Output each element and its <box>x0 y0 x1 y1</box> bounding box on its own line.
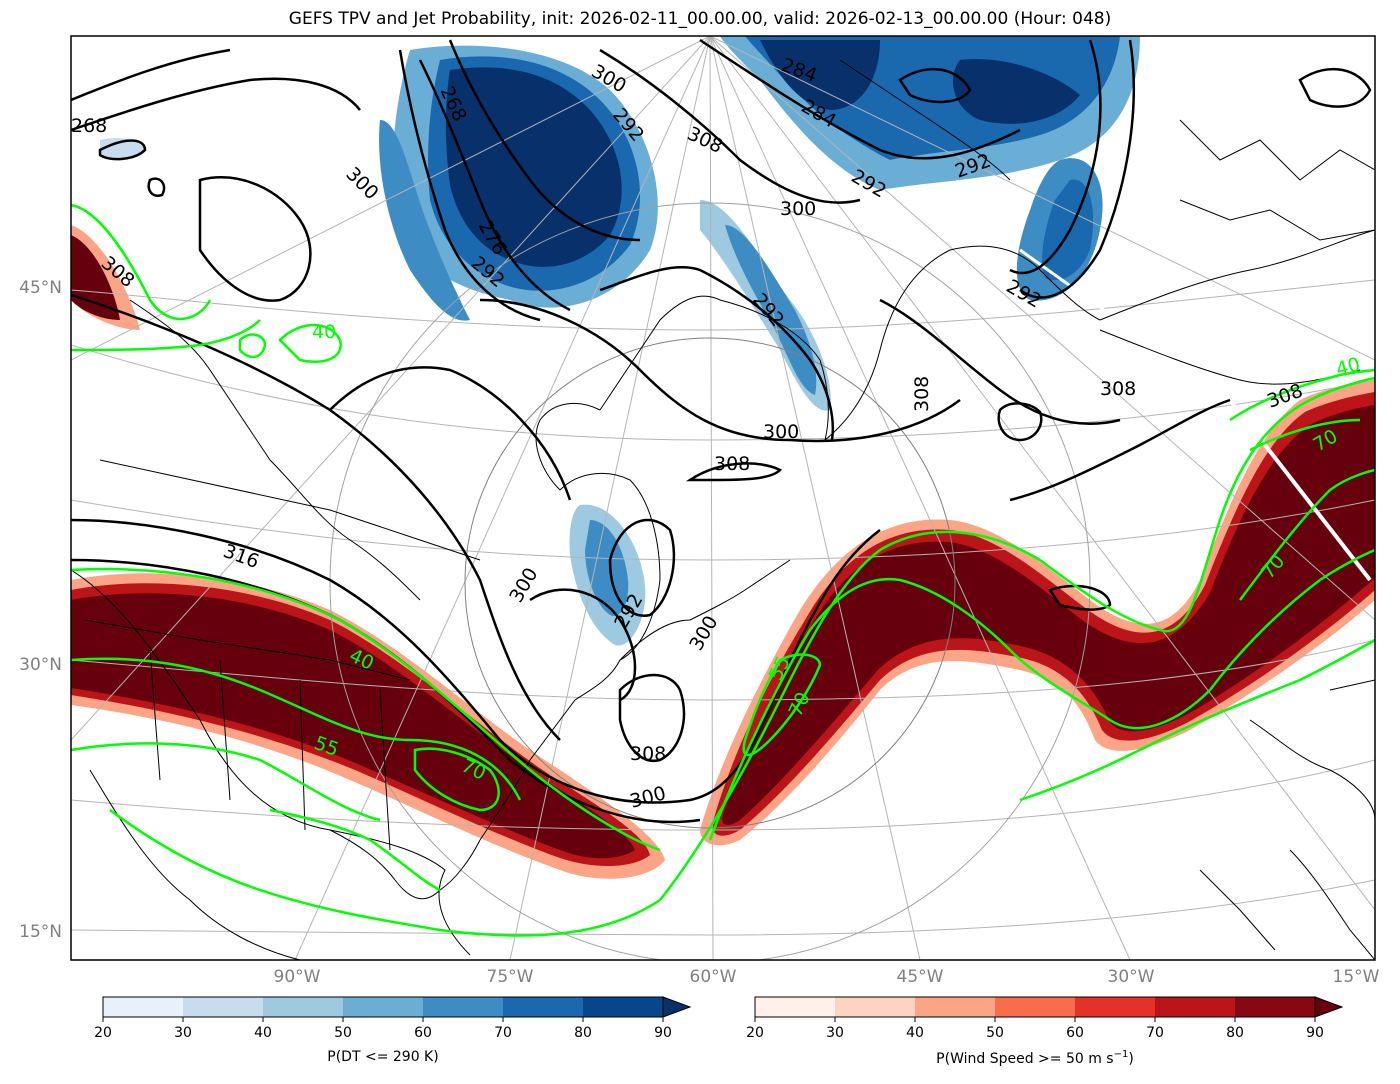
colorbar-tpv-tick-label: 80 <box>574 1025 592 1041</box>
colorbar-jet-extend <box>1314 996 1344 1018</box>
colorbar-tpv-cell <box>423 997 503 1017</box>
colorbar-jet-tick-label: 90 <box>1306 1025 1324 1041</box>
colorbar-tpv-extend <box>662 996 692 1018</box>
lon-label-75w: 75°W <box>487 967 534 987</box>
colorbar-jet-label: P(Wind Speed >= 50 m s−1) <box>936 1049 1134 1067</box>
lon-label-90w: 90°W <box>274 967 321 987</box>
colorbar-tpv-tick-label: 70 <box>494 1025 512 1041</box>
colorbar-tpv-cell <box>343 997 423 1017</box>
colorbar-jet-cell <box>1155 997 1235 1017</box>
colorbar-tpv-cell <box>103 997 183 1017</box>
theta-label-308-east: 308 <box>1100 378 1136 400</box>
jet-probability-shading <box>71 225 1375 879</box>
lon-label-30w: 30°W <box>1108 967 1155 987</box>
lon-label-45w: 45°W <box>897 967 944 987</box>
colorbar-jet: 20 30 40 50 60 70 80 90 P(Wind Speed >= 50 m s−… <box>746 996 1344 1067</box>
lat-label-15n: 15°N <box>19 922 62 942</box>
colorbar-tpv-tick-label: 40 <box>254 1025 272 1041</box>
theta-label-308-center-b: 308 <box>714 453 750 475</box>
colorbar-tpv-cell <box>263 997 343 1017</box>
lon-label-15w: 15°W <box>1333 967 1380 987</box>
lat-label-30n: 30°N <box>19 655 62 675</box>
colorbar-tpv-cell <box>183 997 263 1017</box>
colorbar-tpv: 20 30 40 50 60 70 80 90 P(DT <= 290 K) <box>94 996 692 1065</box>
colorbar-tpv-tick-label: 30 <box>174 1025 192 1041</box>
jet-label-40-northwest: 40 <box>312 321 336 343</box>
theta-label-308-center: 308 <box>911 376 933 412</box>
map-title: GEFS TPV and Jet Probability, init: 2026… <box>288 9 1112 29</box>
colorbar-tpv-tick-label: 60 <box>414 1025 432 1041</box>
theta-label-300-center: 300 <box>763 421 799 443</box>
tpv-probability-shading <box>100 36 1140 646</box>
colorbar-jet-cell <box>755 997 835 1017</box>
colorbar-tpv-tick-label: 20 <box>94 1025 112 1041</box>
colorbar-jet-cell <box>915 997 995 1017</box>
colorbar-jet-cell <box>995 997 1075 1017</box>
jet-contours <box>71 203 1375 937</box>
colorbar-tpv-cell <box>503 997 583 1017</box>
colorbar-jet-cell <box>835 997 915 1017</box>
colorbar-jet-tick-label: 80 <box>1226 1025 1244 1041</box>
graticule <box>71 36 1375 960</box>
colorbar-tpv-tick-label: 90 <box>654 1025 672 1041</box>
latitude-labels: 45°N 30°N 15°N <box>19 278 62 942</box>
colorbar-tpv-cell <box>583 997 663 1017</box>
colorbar-jet-tick-label: 50 <box>986 1025 1004 1041</box>
colorbar-jet-tick-label: 40 <box>906 1025 924 1041</box>
colorbar-tpv-label: P(DT <= 290 K) <box>327 1049 438 1065</box>
colorbar-jet-cell <box>1075 997 1155 1017</box>
colorbar-jet-tick-label: 20 <box>746 1025 764 1041</box>
lon-label-60w: 60°W <box>690 967 737 987</box>
tpv-region-west-band <box>379 120 470 321</box>
map-area: 300 268 292 308 284 284 292 292 300 300 … <box>71 36 1375 960</box>
longitude-labels: 90°W 75°W 60°W 45°W 30°W 15°W <box>274 967 1380 987</box>
colorbar-tpv-tick-label: 50 <box>334 1025 352 1041</box>
coastlines <box>71 59 1375 960</box>
colorbar-jet-tick-label: 30 <box>826 1025 844 1041</box>
theta-label-268-edge: 268 <box>71 115 107 137</box>
map-frame <box>70 35 1376 961</box>
colorbar-jet-tick-label: 60 <box>1066 1025 1084 1041</box>
colorbar-jet-tick-label: 70 <box>1146 1025 1164 1041</box>
lat-label-45n: 45°N <box>19 278 62 298</box>
theta-label-300-mid: 300 <box>780 198 816 220</box>
colorbar-jet-cell <box>1235 997 1315 1017</box>
theta-label-308-south: 308 <box>630 743 666 765</box>
